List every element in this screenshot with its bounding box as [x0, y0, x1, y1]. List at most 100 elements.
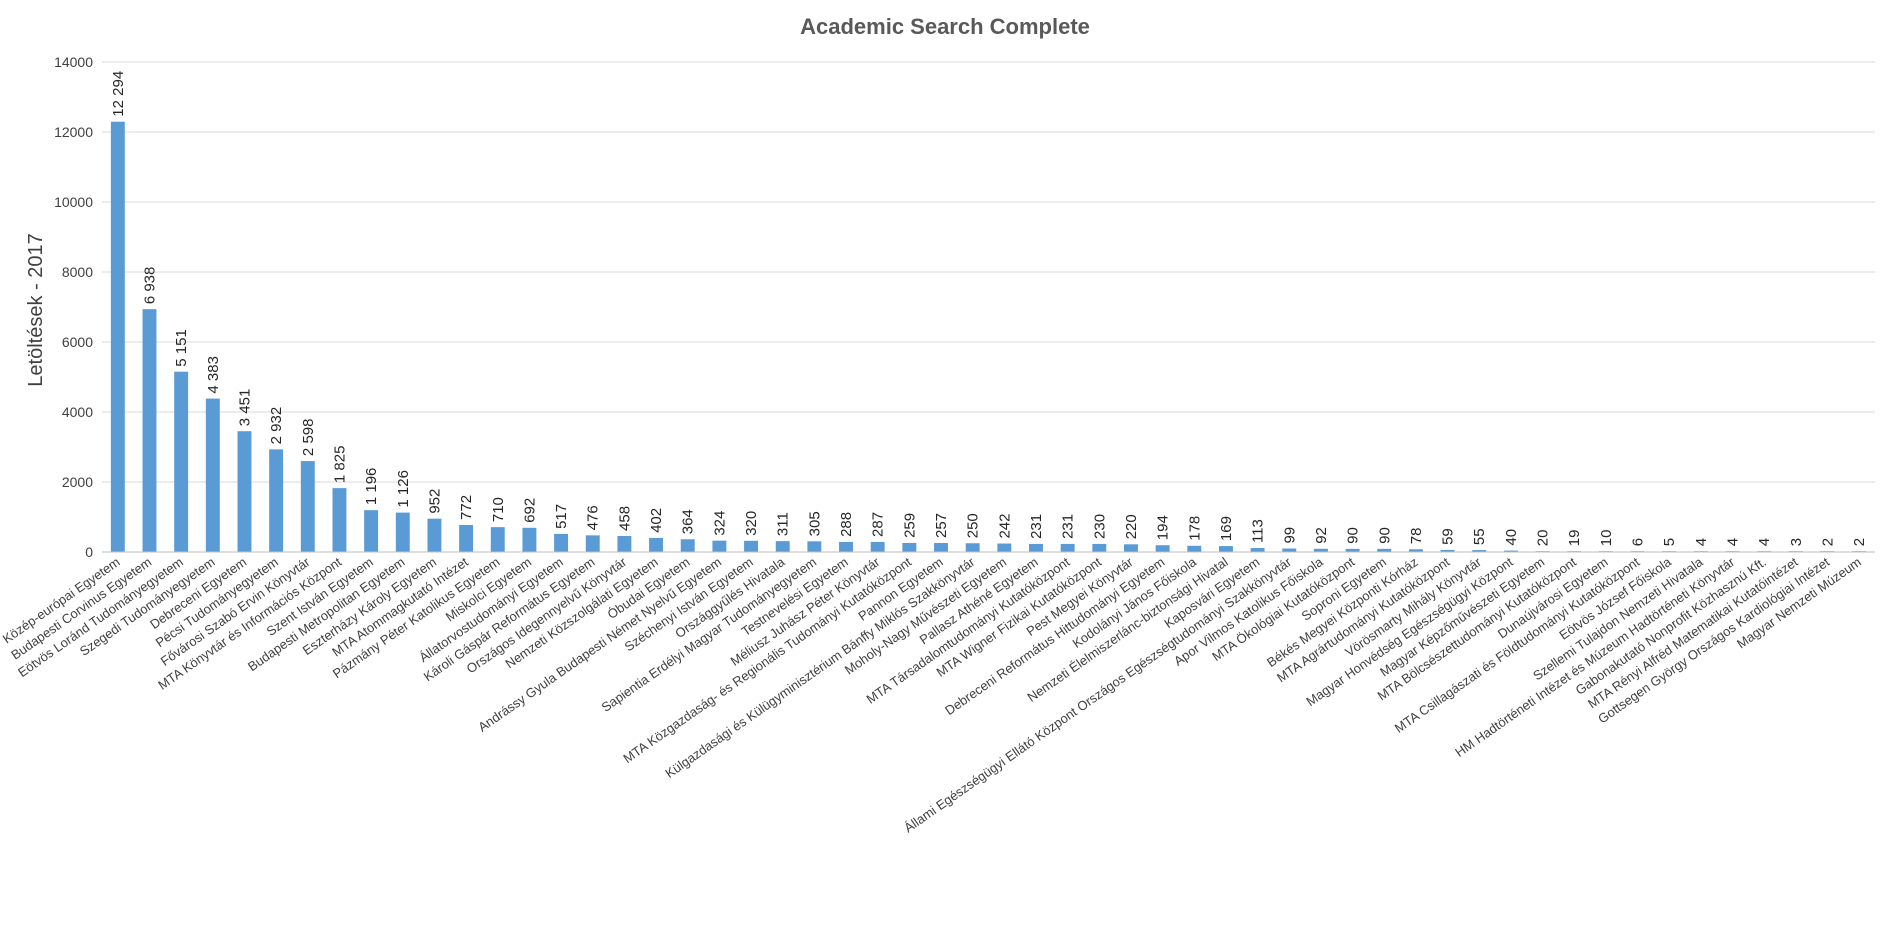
data-label: 402 [648, 508, 665, 533]
data-label: 2 598 [300, 419, 317, 457]
data-label: 1 825 [331, 446, 348, 484]
bar [649, 537, 664, 552]
y-tick-label: 2000 [62, 474, 93, 490]
data-label: 12 294 [110, 71, 127, 117]
data-label: 305 [806, 511, 823, 536]
data-label: 10 [1598, 530, 1615, 547]
bar [1092, 543, 1107, 552]
bar [870, 541, 885, 552]
data-label: 20 [1535, 530, 1552, 547]
data-label: 257 [933, 513, 950, 538]
bar [1313, 548, 1328, 552]
data-label: 90 [1345, 527, 1362, 544]
data-label: 242 [996, 513, 1013, 538]
y-tick-label: 6000 [62, 334, 93, 350]
y-axis-label: Letöltések - 2017 [25, 233, 47, 386]
bar [427, 518, 442, 552]
bar [332, 488, 347, 552]
data-label: 19 [1566, 530, 1583, 547]
data-label: 194 [1155, 515, 1172, 540]
bar [395, 512, 410, 552]
data-label: 220 [1123, 514, 1140, 539]
data-label: 2 932 [268, 407, 285, 445]
bar [744, 540, 759, 552]
data-label: 230 [1091, 514, 1108, 539]
bar [585, 535, 600, 552]
data-label: 1 196 [363, 468, 380, 506]
data-label: 458 [616, 506, 633, 531]
data-label: 169 [1218, 516, 1235, 541]
bar [775, 541, 790, 552]
bar [490, 527, 505, 552]
data-label: 517 [553, 504, 570, 529]
chart-title: Academic Search Complete [800, 14, 1090, 39]
bar [617, 535, 632, 552]
data-label: 952 [426, 489, 443, 514]
bar [997, 543, 1012, 552]
bar [300, 461, 315, 552]
data-label: 113 [1250, 519, 1267, 543]
data-label: 231 [1028, 514, 1045, 539]
data-label: 55 [1471, 528, 1488, 545]
data-label: 259 [901, 513, 918, 538]
data-label: 692 [521, 498, 538, 523]
data-label: 3 451 [236, 389, 253, 427]
bar [110, 121, 125, 553]
data-labels: 12 294 6 938 5 151 4 383 3 451 2 932 2 598 1 82… [110, 71, 1868, 546]
y-tick-label: 0 [85, 544, 93, 560]
bar [1187, 545, 1202, 552]
bar [364, 510, 379, 552]
data-label: 2 [1851, 538, 1868, 546]
data-label: 178 [1186, 516, 1203, 541]
bar [554, 533, 569, 552]
data-label: 59 [1440, 528, 1457, 545]
bar [1250, 548, 1265, 552]
data-label: 5 151 [173, 329, 190, 367]
bar [1408, 549, 1423, 552]
bar [1155, 545, 1170, 552]
bars [110, 121, 1867, 553]
bar [269, 449, 284, 552]
y-tick-label: 12000 [54, 124, 93, 140]
bar [1124, 544, 1138, 552]
data-label: 288 [838, 512, 855, 537]
data-label: 5 [1661, 538, 1678, 546]
data-label: 4 [1725, 538, 1742, 546]
data-label: 99 [1281, 527, 1298, 544]
data-label: 364 [680, 509, 697, 534]
bar [237, 431, 252, 552]
data-label: 90 [1376, 527, 1393, 544]
y-tick-label: 10000 [54, 194, 93, 210]
bar [712, 540, 727, 552]
bar [1029, 543, 1043, 552]
data-label: 476 [585, 505, 602, 530]
data-label: 4 [1756, 538, 1773, 546]
bar [1218, 546, 1233, 552]
data-label: 710 [490, 497, 507, 522]
gridlines [102, 61, 1875, 483]
bar [1472, 550, 1487, 552]
data-label: 287 [870, 512, 887, 537]
data-label: 6 938 [141, 267, 158, 305]
bar [1282, 548, 1297, 552]
data-label: 6 [1630, 538, 1647, 546]
bar [142, 309, 157, 552]
data-label: 40 [1503, 529, 1520, 546]
data-label: 4 [1693, 538, 1710, 546]
bar [902, 542, 917, 552]
bar [1060, 543, 1075, 552]
bar [174, 371, 189, 552]
bar [1503, 550, 1518, 552]
bar [522, 527, 537, 552]
y-tick-label: 14000 [54, 54, 93, 70]
data-label: 1 126 [395, 470, 412, 508]
y-tick-label: 8000 [62, 264, 93, 280]
y-axis-ticks: 0 2000 4000 6000 8000 10000 12000 14000 [54, 54, 93, 560]
data-label: 772 [458, 495, 475, 520]
bar [807, 541, 822, 552]
bar [1345, 548, 1360, 552]
bar [680, 539, 695, 552]
bar [934, 543, 948, 552]
